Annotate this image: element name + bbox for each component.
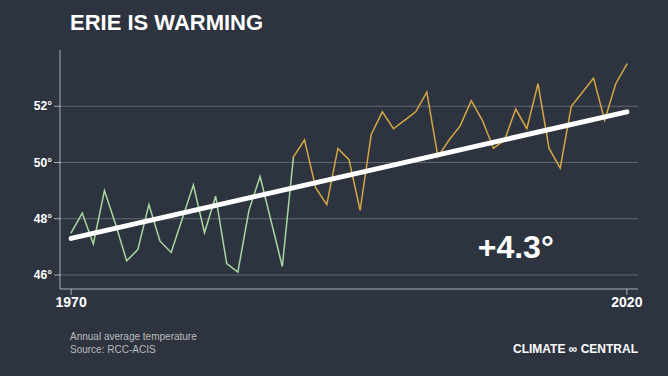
html-text:ERIE IS WARMING: ERIE IS WARMING — [70, 10, 264, 35]
svg-text:2020: 2020 — [611, 294, 642, 310]
svg-text:52°: 52° — [34, 99, 52, 113]
svg-text:48°: 48° — [34, 212, 52, 226]
html-text:CLIMATE ∞ CENTRAL: CLIMATE ∞ CENTRAL — [513, 342, 638, 356]
html-text:Annual average temperature Sou: Annual average temperature Source: RCC-A… — [70, 331, 197, 355]
svg-text:+4.3°: +4.3° — [478, 229, 554, 265]
svg-text:50°: 50° — [34, 156, 52, 170]
svg-text:46°: 46° — [34, 268, 52, 282]
svg-text:1970: 1970 — [56, 294, 87, 310]
